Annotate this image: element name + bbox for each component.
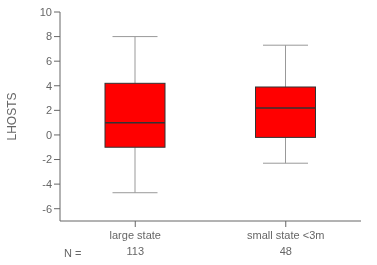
svg-text:48: 48 [280, 245, 292, 257]
svg-text:10: 10 [40, 6, 52, 18]
svg-text:LHOSTS: LHOSTS [8, 92, 19, 140]
svg-text:2: 2 [46, 104, 52, 116]
svg-text:small state <3m: small state <3m [247, 229, 324, 241]
svg-text:N =: N = [64, 247, 81, 259]
svg-text:-2: -2 [42, 153, 52, 165]
svg-text:large state: large state [110, 229, 161, 241]
svg-text:-4: -4 [42, 178, 52, 190]
svg-text:-6: -6 [42, 203, 52, 215]
svg-text:6: 6 [46, 55, 52, 67]
svg-text:4: 4 [46, 80, 52, 92]
svg-text:0: 0 [46, 129, 52, 141]
svg-text:113: 113 [126, 245, 144, 257]
svg-text:8: 8 [46, 30, 52, 42]
